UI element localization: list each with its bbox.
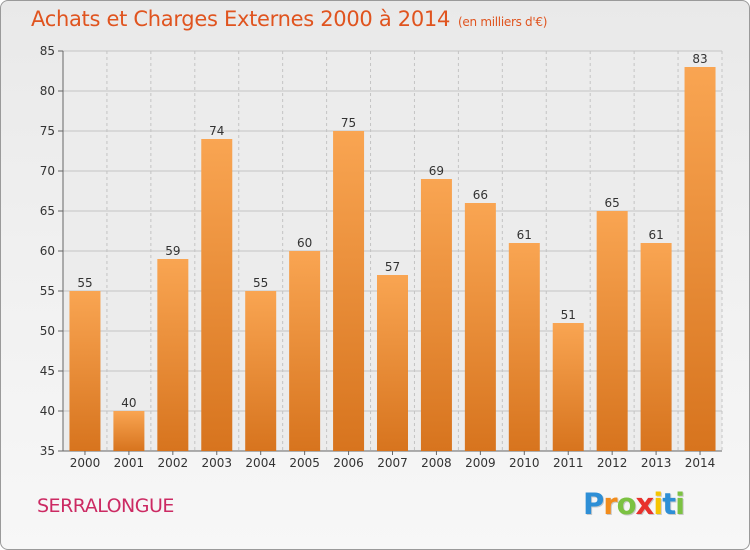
bar: [640, 243, 672, 451]
data-label: 75: [341, 116, 356, 130]
bar: [245, 291, 277, 451]
proxiti-logo: Proxiti: [583, 487, 685, 521]
y-tick-label: 85: [40, 44, 55, 58]
logo-letter: x: [635, 487, 655, 521]
y-tick-label: 40: [40, 404, 55, 418]
x-tick-label: 2007: [377, 456, 408, 470]
chart-title: Achats et Charges Externes 2000 à 2014 (e…: [31, 7, 547, 31]
bar: [69, 291, 101, 451]
chart-subtitle: (en milliers d'€): [458, 15, 548, 29]
x-tick-label: 2010: [509, 456, 540, 470]
commune-name: SERRALONGUE: [37, 495, 174, 517]
data-label: 55: [77, 276, 92, 290]
data-label: 65: [605, 196, 620, 210]
bar: [157, 259, 189, 451]
data-label: 55: [253, 276, 268, 290]
data-label: 59: [165, 244, 180, 258]
x-tick-label: 2001: [114, 456, 145, 470]
x-tick-label: 2000: [70, 456, 101, 470]
data-label: 61: [648, 228, 663, 242]
y-tick-label: 35: [40, 444, 55, 458]
y-tick-label: 70: [40, 164, 55, 178]
bar: [289, 251, 321, 451]
bar: [684, 67, 716, 451]
logo-letter: i: [675, 487, 685, 521]
x-tick-label: 2003: [201, 456, 232, 470]
logo-letter: o: [616, 487, 637, 521]
bar: [333, 131, 365, 451]
bar: [201, 139, 233, 451]
data-label: 83: [692, 52, 707, 66]
bar: [464, 203, 496, 451]
x-tick-label: 2014: [685, 456, 716, 470]
bar: [552, 323, 584, 451]
bar: [113, 411, 145, 451]
logo-letter: i: [653, 487, 663, 521]
x-tick-label: 2005: [289, 456, 320, 470]
data-label: 69: [429, 164, 444, 178]
x-tick-label: 2012: [597, 456, 628, 470]
logo-letter: t: [662, 487, 676, 521]
x-tick-label: 2011: [553, 456, 584, 470]
bars: [69, 67, 716, 451]
data-label: 60: [297, 236, 312, 250]
y-tick-label: 45: [40, 364, 55, 378]
x-tick-label: 2006: [333, 456, 364, 470]
logo-letter: r: [603, 487, 617, 521]
x-tick-label: 2008: [421, 456, 452, 470]
x-tick-label: 2009: [465, 456, 496, 470]
bar: [508, 243, 540, 451]
y-tick-label: 55: [40, 284, 55, 298]
data-label: 51: [561, 308, 576, 322]
data-label: 57: [385, 260, 400, 274]
data-label: 40: [121, 396, 136, 410]
y-tick-label: 75: [40, 124, 55, 138]
logo-letter: P: [583, 487, 604, 521]
labels: 35 40 45 50 55 60 65 70 75 80 85 55 2000 40 2001 59 2002…: [40, 44, 716, 470]
y-tick-label: 50: [40, 324, 55, 338]
data-label: 74: [209, 124, 224, 138]
y-tick-label: 65: [40, 204, 55, 218]
bar: [377, 275, 408, 451]
x-tick-label: 2004: [245, 456, 276, 470]
y-tick-label: 80: [40, 84, 55, 98]
data-label: 61: [517, 228, 532, 242]
chart-title-text: Achats et Charges Externes 2000 à 2014: [31, 7, 451, 31]
x-tick-label: 2002: [158, 456, 189, 470]
bar: [420, 179, 452, 451]
data-label: 66: [473, 188, 488, 202]
y-tick-label: 60: [40, 244, 55, 258]
x-tick-label: 2013: [641, 456, 672, 470]
bar: [596, 211, 628, 451]
